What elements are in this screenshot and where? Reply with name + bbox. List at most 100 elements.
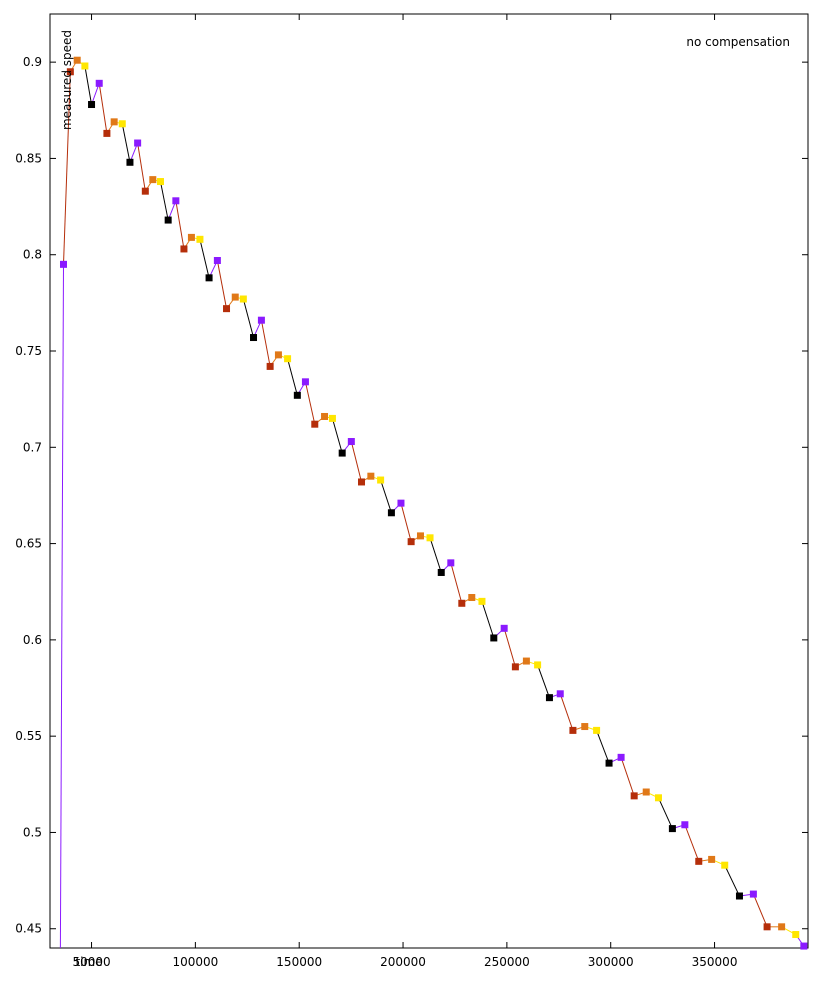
series-segment xyxy=(620,757,635,797)
series-segment xyxy=(84,65,93,105)
data-point xyxy=(311,420,319,428)
data-point xyxy=(458,599,466,607)
series-segment xyxy=(503,628,516,667)
data-point xyxy=(110,118,118,126)
series-segment xyxy=(137,142,146,192)
series-segment xyxy=(331,418,343,454)
data-point xyxy=(118,120,126,128)
data-point xyxy=(511,663,519,671)
data-point xyxy=(397,499,405,507)
data-point xyxy=(478,597,486,605)
data-point xyxy=(617,753,625,761)
series-segment xyxy=(537,664,550,698)
data-point xyxy=(593,726,601,734)
y-tick-label: 0.65 xyxy=(15,537,42,551)
data-point xyxy=(231,293,239,301)
series-points xyxy=(59,56,808,950)
data-point xyxy=(141,187,149,195)
series-segment xyxy=(429,537,442,573)
data-point xyxy=(749,890,757,898)
plot-frame xyxy=(49,13,809,949)
data-point xyxy=(59,260,67,268)
data-point xyxy=(103,129,111,137)
series-segment xyxy=(752,893,768,928)
y-tick-label: 0.45 xyxy=(15,922,42,936)
data-point xyxy=(257,316,265,324)
data-point xyxy=(338,449,346,457)
plot-border xyxy=(49,13,809,949)
series-segment xyxy=(684,824,700,862)
series-segment xyxy=(304,381,316,425)
data-point xyxy=(134,139,142,147)
series-segment xyxy=(216,260,228,309)
series-segment xyxy=(450,562,463,604)
series-segment xyxy=(91,83,100,105)
y-tick-label: 0.85 xyxy=(15,151,42,165)
data-point xyxy=(266,362,274,370)
y-tick-label: 0.9 xyxy=(23,55,42,69)
x-axis-label: time xyxy=(75,955,102,969)
series-segment xyxy=(596,730,610,764)
series-segment xyxy=(59,264,64,949)
series-segment xyxy=(481,601,495,639)
data-point xyxy=(654,794,662,802)
data-point xyxy=(556,690,564,698)
y-tick-label: 0.8 xyxy=(23,248,42,262)
data-point xyxy=(695,857,703,865)
data-point xyxy=(321,412,329,420)
data-point xyxy=(668,825,676,833)
data-point xyxy=(95,79,103,87)
data-point xyxy=(250,334,258,342)
x-axis: 50000 100000 150000 200000 250000 300000 35000… xyxy=(72,14,737,969)
series-segment xyxy=(260,320,271,367)
x-tick-label: 200000 xyxy=(380,955,426,969)
x-tick-label: 350000 xyxy=(692,955,738,969)
series-segment xyxy=(121,123,131,163)
data-point xyxy=(88,101,96,109)
data-point xyxy=(274,351,282,359)
data-point xyxy=(681,821,689,829)
legend-label: no compensation xyxy=(686,35,790,49)
series-segment xyxy=(242,298,255,338)
series-segment xyxy=(400,503,412,542)
x-tick-label: 50000 xyxy=(72,955,110,969)
data-point xyxy=(800,942,808,950)
data-point xyxy=(213,256,221,264)
data-point xyxy=(81,62,89,70)
series-segment xyxy=(724,864,740,897)
data-point xyxy=(205,274,213,282)
data-point xyxy=(437,568,445,576)
data-point xyxy=(763,923,771,931)
data-point xyxy=(367,472,375,480)
data-point xyxy=(522,657,530,665)
y-tick-label: 0.5 xyxy=(23,825,42,839)
series-segment xyxy=(658,797,673,829)
y-tick-label: 0.7 xyxy=(23,440,42,454)
y-axis: 0.45 0.5 0.55 0.6 0.65 0.7 0.75 0.8 0.85 0.9 xyxy=(15,55,808,936)
data-point xyxy=(416,532,424,540)
x-tick-label: 150000 xyxy=(276,955,322,969)
series-segment xyxy=(287,358,298,396)
data-point xyxy=(387,509,395,517)
data-point xyxy=(187,233,195,241)
y-tick-label: 0.55 xyxy=(15,729,42,743)
data-point xyxy=(284,355,292,363)
data-point xyxy=(605,759,613,767)
data-point xyxy=(347,438,355,446)
series-lines xyxy=(59,59,805,949)
data-point xyxy=(180,245,188,253)
data-point xyxy=(447,559,455,567)
data-point xyxy=(239,295,247,303)
series-segment xyxy=(62,71,71,265)
data-point xyxy=(358,478,366,486)
data-point xyxy=(164,216,172,224)
data-point xyxy=(735,892,743,900)
series-segment xyxy=(199,239,210,278)
x-tick-label: 100000 xyxy=(172,955,218,969)
y-tick-label: 0.75 xyxy=(15,344,42,358)
data-point xyxy=(581,723,589,731)
data-point xyxy=(196,235,204,243)
data-point xyxy=(293,391,301,399)
